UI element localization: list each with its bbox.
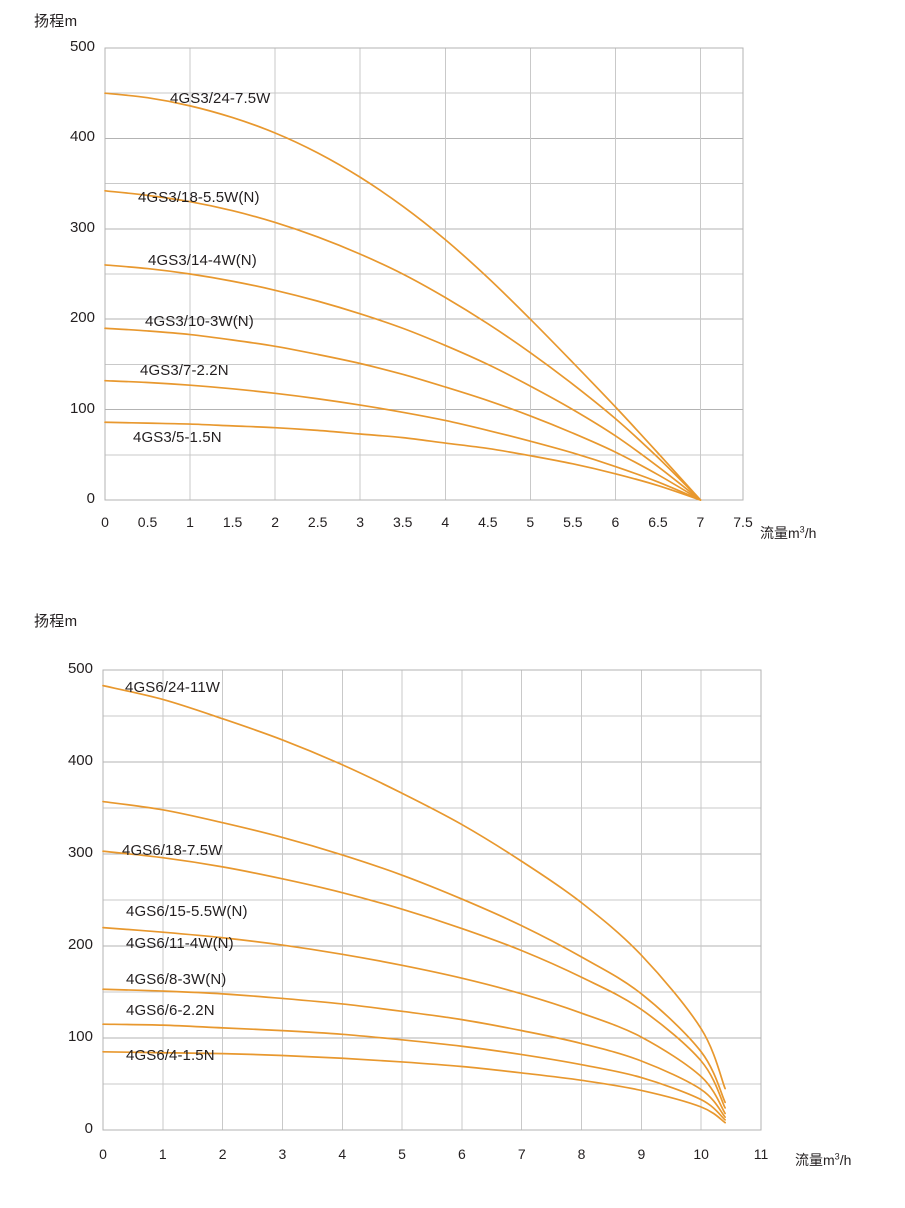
y-tick-label: 100 <box>67 1028 93 1045</box>
chart1-plot-area <box>104 47 744 501</box>
x-tick-label: 0.5 <box>137 514 158 530</box>
curve-4gs6-18-7-5w <box>102 800 726 1104</box>
x-tick-label: 2 <box>218 1146 227 1162</box>
chart1-x-axis-title: 流量m3/h <box>760 523 816 543</box>
y-tick-label: 0 <box>84 1120 93 1137</box>
x-tick-label: 5 <box>526 514 535 530</box>
chart1-x-axis-title-sup: 3 <box>799 524 805 535</box>
chart-4gs6-block: 扬程m 流量m3/h 500 400 300 200 100 0 0 1 2 3 4 5 6 7 8 9 10… <box>0 600 905 1208</box>
curve-4gs3-7-2-2n <box>104 379 702 501</box>
y-tick-label: 300 <box>69 218 95 236</box>
curve-4gs6-15-5-5w-n- <box>102 850 726 1109</box>
x-tick-label: 3.5 <box>392 514 413 530</box>
x-tick-label: 7 <box>517 1146 526 1162</box>
chart2-plot-area <box>102 669 762 1131</box>
curve-label: 4GS3/24-7.5W <box>170 90 271 107</box>
x-tick-label: 9 <box>637 1146 646 1162</box>
curve-4gs6-11-4w-n- <box>102 926 726 1115</box>
x-tick-label: 8 <box>577 1146 586 1162</box>
curve-label: 4GS3/5-1.5N <box>133 429 222 446</box>
curve-label: 4GS6/8-3W(N) <box>126 971 227 988</box>
chart2-x-axis-title-sup: 3 <box>834 1151 840 1162</box>
x-tick-label: 5 <box>398 1146 406 1162</box>
curve-label: 4GS6/18-7.5W <box>122 842 223 859</box>
x-tick-label: 1.5 <box>222 514 243 530</box>
chart1-y-axis-title: 扬程m <box>34 13 78 30</box>
chart1-x-axis-title-prefix: 流量m <box>760 525 800 541</box>
x-tick-label: 6 <box>611 514 620 530</box>
y-tick-label: 200 <box>69 309 95 327</box>
curve-label: 4GS3/10-3W(N) <box>145 313 254 330</box>
y-tick-label: 400 <box>67 752 93 769</box>
x-tick-label: 1 <box>186 514 194 530</box>
curve-label: 4GS3/18-5.5W(N) <box>138 189 260 206</box>
curve-label: 4GS6/4-1.5N <box>126 1047 215 1064</box>
chart2-x-axis-title-suffix: /h <box>839 1152 852 1168</box>
curve-4gs6-8-3w-n- <box>102 988 726 1118</box>
curve-4gs3-5-1-5n <box>104 421 702 501</box>
curve-4gs3-24-7-5w <box>104 92 702 501</box>
chart-4gs3-block: 扬程m 流量m3/h 500 400 300 200 100 0 0 0.5 1 1.5 2 2.5… <box>0 0 905 560</box>
y-tick-label: 100 <box>69 399 95 417</box>
x-tick-label: 7.5 <box>733 514 753 530</box>
chart2-x-axis-title: 流量m3/h <box>795 1150 851 1170</box>
curve-4gs3-14-4w-n- <box>104 264 702 501</box>
y-tick-label: 300 <box>67 844 93 861</box>
x-tick-label: 11 <box>753 1146 769 1162</box>
curve-4gs3-10-3w-n- <box>104 327 702 501</box>
x-tick-label: 6.5 <box>648 514 668 530</box>
curve-4gs6-24-11w <box>102 684 726 1090</box>
curve-4gs6-6-2-2n <box>102 1023 726 1121</box>
curve-label: 4GS6/15-5.5W(N) <box>126 903 248 920</box>
curve-label: 4GS3/7-2.2N <box>140 362 229 379</box>
y-tick-label: 500 <box>67 660 93 677</box>
curve-label: 4GS6/6-2.2N <box>126 1002 215 1019</box>
y-tick-label: 200 <box>67 936 93 953</box>
curve-label: 4GS3/14-4W(N) <box>148 252 257 269</box>
x-tick-label: 5.5 <box>563 514 583 530</box>
x-tick-label: 2.5 <box>307 514 328 530</box>
x-tick-label: 6 <box>458 1146 466 1162</box>
chart2-y-axis-title: 扬程m <box>34 613 78 630</box>
chart2-x-axis-title-prefix: 流量m <box>795 1152 835 1168</box>
x-tick-label: 4 <box>338 1146 347 1162</box>
chart1-x-axis-title-suffix: /h <box>804 525 817 541</box>
x-tick-label: 0 <box>99 1146 107 1162</box>
x-tick-label: 7 <box>696 514 705 530</box>
x-tick-label: 2 <box>271 514 280 530</box>
x-tick-label: 3 <box>356 514 365 530</box>
x-tick-label: 4.5 <box>478 514 498 530</box>
x-tick-label: 4 <box>441 514 450 530</box>
x-tick-label: 3 <box>278 1146 287 1162</box>
curve-4gs6-4-1-5n <box>102 1050 726 1124</box>
x-tick-label: 10 <box>693 1146 709 1162</box>
curve-label: 4GS6/11-4W(N) <box>126 935 234 952</box>
x-tick-label: 1 <box>158 1146 167 1162</box>
curve-label: 4GS6/24-11W <box>125 679 221 696</box>
y-tick-label: 400 <box>69 128 95 146</box>
y-tick-label: 500 <box>69 38 95 55</box>
y-tick-label: 0 <box>86 490 95 507</box>
curve-4gs3-18-5-5w-n- <box>104 189 702 501</box>
x-tick-label: 0 <box>101 514 109 530</box>
